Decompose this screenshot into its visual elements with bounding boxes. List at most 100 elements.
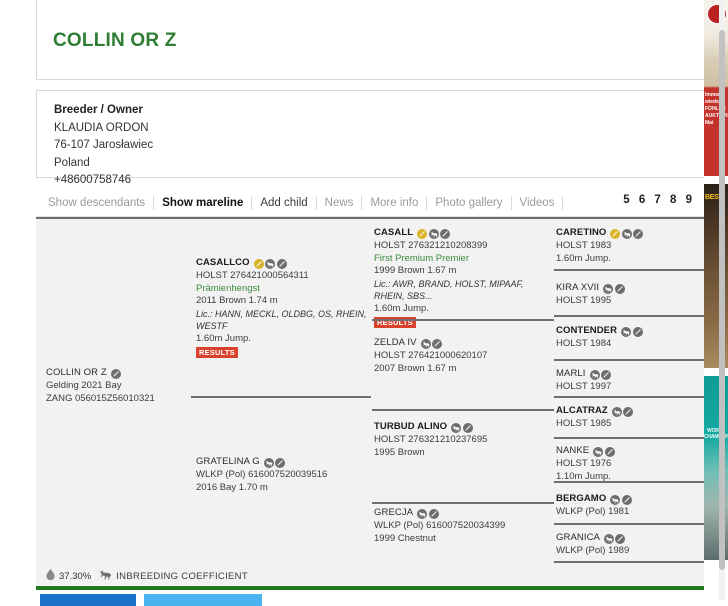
tab-more-info[interactable]: More info <box>362 196 428 210</box>
results-badge[interactable]: RESULTS <box>374 317 416 328</box>
horse-icon[interactable] <box>621 327 632 338</box>
pedigree-node-line: HOLST 1976 <box>556 458 612 469</box>
pen-icon[interactable] <box>614 284 625 295</box>
premium-gold-icon[interactable] <box>417 229 428 240</box>
horse-icon[interactable] <box>611 407 622 418</box>
tab-add-child[interactable]: Add child <box>252 196 317 210</box>
horse-icon[interactable] <box>265 259 276 270</box>
breeder-details: Breeder / Owner KLAUDIA ORDON 76-107 Jar… <box>54 102 153 190</box>
pedigree-node[interactable]: GRANICA WLKP (Pol) 1989 <box>556 532 706 558</box>
main-content: COLLIN OR Z Breeder / Owner KLAUDIA ORDO… <box>36 0 706 606</box>
inbreeding-value: 37.30% <box>59 570 92 582</box>
pen-icon[interactable] <box>633 229 644 240</box>
pedigree-node-line: 1995 Brown <box>374 446 425 458</box>
inbreeding-label: INBREEDING COEFFICIENT <box>116 570 248 582</box>
pedigree-node-line: 1999 Chestnut <box>374 532 436 544</box>
pen-icon[interactable] <box>440 229 451 240</box>
pedigree-node[interactable]: TURBUD ALINO HOLST 276321210237695 1995 Br… <box>374 421 554 459</box>
page-scrollbar-thumb[interactable] <box>719 30 725 570</box>
horse-icon[interactable] <box>451 423 462 434</box>
footer-button-primary[interactable] <box>40 594 136 606</box>
pedigree-node-name[interactable]: CARETINO <box>556 227 607 238</box>
pedigree-node-line: 1.60m Jump. <box>556 252 611 264</box>
pagination-generations[interactable]: 5 6 7 8 9 <box>623 194 695 206</box>
pen-icon[interactable] <box>462 423 473 434</box>
pedigree-divider <box>554 269 706 271</box>
icon-group <box>603 534 627 545</box>
pedigree-divider <box>554 359 706 361</box>
icon-group <box>593 447 616 458</box>
icon-group <box>611 407 635 418</box>
pedigree-node-name[interactable]: MARLI <box>556 368 586 379</box>
pedigree-node-line: ZANG 056015Z56010321 <box>46 392 155 404</box>
pedigree-node-line: 1999 Brown 1.67 m <box>374 265 457 276</box>
horse-icon[interactable] <box>621 229 632 240</box>
pen-icon[interactable] <box>601 370 612 381</box>
pedigree-node-name[interactable]: GRECJA <box>374 507 414 518</box>
breeder-country: Poland <box>54 156 90 169</box>
pen-icon[interactable] <box>632 327 643 338</box>
pen-icon[interactable] <box>604 447 615 458</box>
pen-icon[interactable] <box>110 369 121 380</box>
pedigree-node[interactable]: KIRA XVII HOLST 1995 <box>556 282 706 308</box>
pen-icon[interactable] <box>615 534 626 545</box>
pedigree-node-name[interactable]: CONTENDER <box>556 325 618 336</box>
horse-icon[interactable] <box>603 534 614 545</box>
pedigree-node[interactable]: NANKE HOLST 1976 1.10m Jump. <box>556 445 706 483</box>
footer-button-secondary[interactable] <box>144 594 262 606</box>
pen-icon[interactable] <box>432 339 443 350</box>
horse-icon[interactable] <box>603 284 614 295</box>
tab-videos[interactable]: Videos <box>512 196 564 210</box>
pedigree-divider <box>554 437 706 439</box>
pedigree-divider <box>554 481 706 483</box>
pedigree-node[interactable]: CASALL HOLST 276321210208399 First Premium… <box>374 227 554 328</box>
premium-gold-icon[interactable] <box>253 259 264 270</box>
horse-icon[interactable] <box>263 458 274 469</box>
pedigree-node-name[interactable]: NANKE <box>556 445 590 456</box>
pedigree-node[interactable]: BERGAMO WLKP (Pol) 1981 <box>556 493 706 519</box>
tab-show-descendants[interactable]: Show descendants <box>40 196 155 210</box>
pen-icon[interactable] <box>276 259 287 270</box>
premium-gold-icon[interactable] <box>610 229 621 240</box>
pedigree-node-name[interactable]: GRANICA <box>556 532 600 543</box>
pedigree-node-name[interactable]: BERGAMO <box>556 493 607 504</box>
pedigree-node[interactable]: MARLI HOLST 1997 <box>556 368 706 394</box>
tab-photo-gallery[interactable]: Photo gallery <box>427 196 512 210</box>
pedigree-node-name[interactable]: TURBUD ALINO <box>374 421 448 432</box>
pedigree-node[interactable]: ZELDA IV HOLST 276421000620107 2007 Brown … <box>374 337 554 375</box>
horse-icon[interactable] <box>593 447 604 458</box>
pedigree-node-name[interactable]: COLLIN OR Z <box>46 367 107 378</box>
horse-icon[interactable] <box>610 495 621 506</box>
pedigree-node-name[interactable]: KIRA XVII <box>556 282 600 293</box>
pedigree-chart: COLLIN OR Z Gelding 2021 Bay ZANG 056015Z5… <box>36 217 706 567</box>
breeder-title: Breeder / Owner <box>54 104 143 116</box>
horse-icon[interactable] <box>428 229 439 240</box>
horse-icon[interactable] <box>417 509 428 520</box>
icon-group <box>451 423 474 434</box>
horse-silhouette-icon <box>99 569 112 583</box>
horse-icon[interactable] <box>420 339 431 350</box>
pedigree-node-name[interactable]: ALCATRAZ <box>556 405 608 416</box>
pen-icon[interactable] <box>428 509 439 520</box>
pedigree-node-name[interactable]: CASALLCO <box>196 257 250 268</box>
pedigree-node[interactable]: GRECJA WLKP (Pol) 616007520034399 1999 Che… <box>374 507 554 545</box>
pedigree-node-name[interactable]: CASALL <box>374 227 414 238</box>
pedigree-node-name[interactable]: ZELDA IV <box>374 337 417 348</box>
pedigree-node[interactable]: CASALLCO HOLST 276421000564311 Prämienheng… <box>196 257 371 358</box>
tab-show-mareline[interactable]: Show mareline <box>154 196 253 210</box>
pedigree-node[interactable]: COLLIN OR Z Gelding 2021 Bay ZANG 056015Z5… <box>46 367 196 405</box>
pedigree-node[interactable]: CARETINO HOLST 1983 1.60m Jump. <box>556 227 706 265</box>
pen-icon[interactable] <box>275 458 286 469</box>
pedigree-node[interactable]: CONTENDER HOLST 1984 <box>556 325 706 351</box>
icon-group <box>610 495 633 506</box>
pen-icon[interactable] <box>621 495 632 506</box>
horse-icon[interactable] <box>589 370 600 381</box>
ad-banner-1-text: Immer wieder FOHLEN AUKTION Mai <box>705 92 728 126</box>
pedigree-node-name[interactable]: GRATELINA G <box>196 456 260 467</box>
pedigree-node[interactable]: ALCATRAZ HOLST 1985 <box>556 405 706 431</box>
pedigree-node-line: WLKP (Pol) 1989 <box>556 545 630 556</box>
tab-news[interactable]: News <box>317 196 363 210</box>
pedigree-node[interactable]: GRATELINA G WLKP (Pol) 616007520039516 201… <box>196 456 371 494</box>
pen-icon[interactable] <box>623 407 634 418</box>
results-badge[interactable]: RESULTS <box>196 347 238 358</box>
